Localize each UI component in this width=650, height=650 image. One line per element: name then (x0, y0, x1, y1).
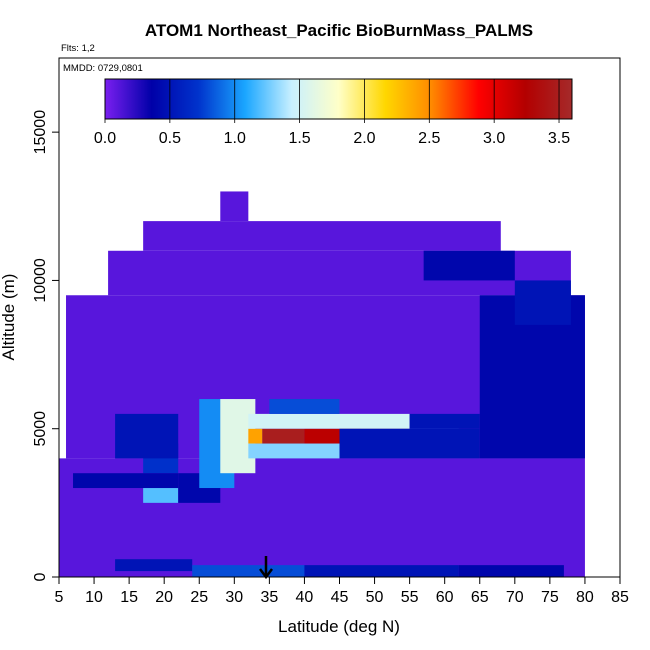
colorbar-tick-label: 1.5 (288, 130, 310, 147)
colorbar-tick-label: 2.0 (353, 130, 375, 147)
colorbar-tick-label: 0.0 (94, 130, 116, 147)
heat-cell-4 (220, 191, 249, 222)
heat-cell-13 (262, 428, 305, 444)
x-tick-label: 55 (401, 589, 419, 606)
heat-cell-6 (115, 413, 179, 459)
heat-cell-25 (423, 250, 515, 281)
y-axis-label: Altitude (m) (0, 274, 18, 361)
heat-cell-18 (248, 413, 410, 429)
heat-cell-22 (409, 413, 480, 429)
x-tick-label: 45 (331, 589, 349, 606)
x-tick-label: 85 (611, 589, 629, 606)
x-axis: 5 10 15 20 25 30 35 40 45 50 55 60 65 70 75 80 85 (55, 576, 629, 606)
heat-cell-24 (514, 280, 571, 325)
x-tick-label: 50 (366, 589, 384, 606)
heat-cell-12 (248, 428, 263, 444)
heat-cell-19 (248, 443, 340, 459)
x-tick-label: 80 (576, 589, 594, 606)
heat-cell-14 (304, 428, 340, 444)
x-tick-label: 40 (296, 589, 314, 606)
x-tick-label: 65 (471, 589, 489, 606)
heat-cell-28 (304, 565, 459, 577)
heat-cell-8 (73, 473, 179, 489)
y-tick-label: 15000 (32, 110, 49, 155)
colorbar-tick-label: 3.5 (548, 130, 570, 147)
heat-cell-21 (269, 399, 340, 414)
heat-cell-3 (143, 221, 501, 251)
y-axis: 0 5000 10000 15000 (32, 110, 60, 581)
y-tick-label: 5000 (32, 411, 49, 447)
x-tick-label: 30 (225, 589, 243, 606)
x-tick-label: 25 (190, 589, 208, 606)
x-tick-label: 5 (55, 589, 64, 606)
heat-cell-27 (192, 565, 305, 577)
x-tick-label: 10 (85, 589, 103, 606)
colorbar-gradient (104, 78, 573, 120)
x-tick-label: 70 (506, 589, 524, 606)
colorbar: 0.0 0.5 1.0 1.5 2.0 2.5 3.0 3.5 (94, 78, 573, 147)
y-tick-label: 0 (32, 572, 49, 581)
x-tick-label: 15 (120, 589, 138, 606)
x-tick-label: 35 (260, 589, 278, 606)
heat-cell-26 (115, 559, 193, 572)
heat-cell-29 (458, 565, 564, 577)
colorbar-tick-label: 0.5 (159, 130, 181, 147)
location-marker (259, 556, 273, 580)
x-axis-label: Latitude (deg N) (278, 617, 400, 636)
heatmap-cells (59, 191, 585, 577)
colorbar-tick-label: 3.0 (483, 130, 505, 147)
x-tick-label: 20 (155, 589, 173, 606)
chart-title: ATOM1 Northeast_Pacific BioBurnMass_PALM… (145, 21, 533, 40)
flights-label: Flts: 1,2 (61, 43, 95, 54)
x-tick-label: 75 (541, 589, 559, 606)
arrow-head (259, 568, 273, 580)
y-tick-label: 10000 (32, 258, 49, 303)
x-tick-label: 60 (436, 589, 454, 606)
colorbar-ticks: 0.0 0.5 1.0 1.5 2.0 2.5 3.0 3.5 (94, 79, 570, 147)
dates-label: MMDD: 0729,0801 (63, 63, 143, 74)
colorbar-tick-label: 1.0 (224, 130, 246, 147)
heat-cell-7 (143, 488, 179, 503)
heat-cell-20 (339, 428, 480, 459)
colorbar-tick-label: 2.5 (418, 130, 440, 147)
